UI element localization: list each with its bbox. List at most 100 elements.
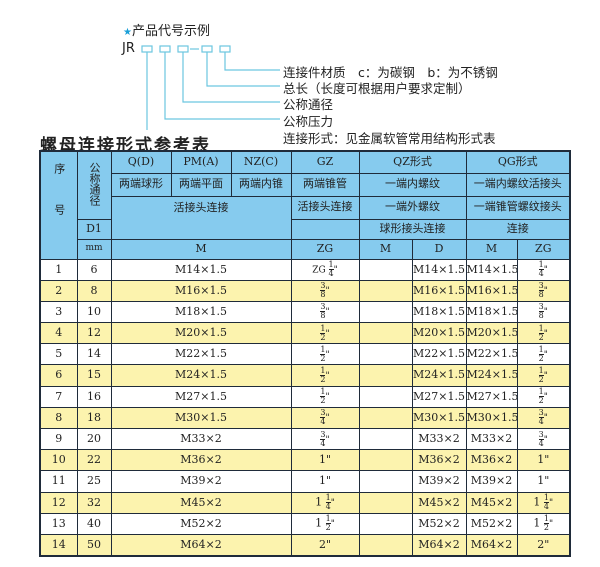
cell-qg-zg: 3 8 " bbox=[516, 279, 571, 302]
cell-dn: 8 bbox=[76, 279, 112, 302]
table-row: 7 16 M27×1.5 1 2 " M27×1.5 M27×1.5 1 2 " bbox=[39, 385, 571, 408]
cell-zg: 1 2 " bbox=[290, 364, 360, 387]
cell-qg-zg: 3 4 " bbox=[516, 406, 571, 430]
cell-dn: 10 bbox=[76, 300, 112, 324]
header-unit: M bbox=[358, 238, 413, 260]
table-row: 2 8 M16×1.5 3 8 " M16×1.5 M16×1.5 3 8 " bbox=[39, 279, 571, 302]
cell-qz-d: M27×1.5 bbox=[411, 385, 467, 408]
table-row: 1 6 M14×1.5 ZG 1 4 " M14×1.5 M14×1.5 1 4 " bbox=[39, 258, 571, 281]
cell-qz-m bbox=[358, 300, 413, 324]
cell-m: M39×2 bbox=[110, 470, 292, 493]
cell-no: 8 bbox=[39, 406, 78, 430]
cell-qz-d: M45×2 bbox=[411, 491, 467, 514]
cell-zg: 1 2 " bbox=[290, 385, 360, 408]
code-box bbox=[219, 45, 231, 53]
cell-no: 7 bbox=[39, 385, 78, 408]
cell-dn: 18 bbox=[76, 406, 112, 430]
legend-label-pressure: 公称压力 bbox=[283, 114, 334, 129]
cell-qz-m bbox=[358, 279, 413, 302]
legend-heading-text: 产品代号示例 bbox=[131, 24, 210, 39]
cell-dn: 20 bbox=[76, 427, 112, 451]
cell-zg: 1" bbox=[290, 470, 360, 493]
header-unit: ZG bbox=[516, 238, 571, 260]
cell-m: M14×1.5 bbox=[110, 258, 292, 281]
table-row: 4 12 M20×1.5 1 2 " M20×1.5 M20×1.5 1 2 " bbox=[39, 322, 571, 345]
cell-m: M30×1.5 bbox=[110, 406, 292, 430]
header-mm: mm bbox=[76, 238, 112, 260]
cell-m: M52×2 bbox=[110, 512, 292, 535]
table-row: 9 20 M33×2 3 4 " M33×2 M33×2 3 4 " bbox=[39, 427, 571, 451]
cell-no: 13 bbox=[39, 512, 78, 535]
code-box bbox=[141, 45, 153, 53]
cell-zg: 3 8 " bbox=[290, 279, 360, 302]
cell-zg: 1 1 2 " bbox=[290, 512, 360, 535]
cell-m: M22×1.5 bbox=[110, 343, 292, 366]
cell-qg-zg: 1 1 4 " bbox=[516, 491, 571, 514]
table-row: 3 10 M18×1.5 3 8 " M18×1.5 M18×1.5 3 8 " bbox=[39, 300, 571, 324]
cell-zg: 1 2 " bbox=[290, 343, 360, 366]
table-row: 8 18 M30×1.5 3 4 " M30×1.5 M30×1.5 3 4 " bbox=[39, 406, 571, 430]
leader-line bbox=[182, 52, 280, 103]
leader-line bbox=[146, 52, 148, 130]
cell-dn: 32 bbox=[76, 491, 112, 514]
cell-qz-d: M39×2 bbox=[411, 470, 467, 493]
cell-no: 6 bbox=[39, 364, 78, 387]
cell-m: M16×1.5 bbox=[110, 279, 292, 302]
code-box bbox=[159, 45, 171, 53]
cell-zg: 1 2 " bbox=[290, 322, 360, 345]
cell-qg-zg: 2" bbox=[516, 533, 571, 557]
table-row: 5 14 M22×1.5 1 2 " M22×1.5 M22×1.5 1 2 " bbox=[39, 343, 571, 366]
cell-m: M27×1.5 bbox=[110, 385, 292, 408]
cell-qg-zg: 1 4 " bbox=[516, 258, 571, 281]
cell-dn: 15 bbox=[76, 364, 112, 387]
legend-heading: ★产品代号示例 bbox=[123, 20, 210, 39]
cell-qg-m: M24×1.5 bbox=[465, 364, 518, 387]
header-d1: D1 bbox=[76, 218, 112, 240]
cell-no: 11 bbox=[39, 470, 78, 493]
header-nominal: 公称通径 bbox=[76, 150, 112, 220]
cell-qg-m: M64×2 bbox=[465, 533, 518, 557]
cell-no: 12 bbox=[39, 491, 78, 514]
nut-connection-table: 序号 公称通径 Q(D) PM(A) NZ(C) GZ QZ形式 QG形式 两端… bbox=[39, 150, 572, 557]
cell-qz-m bbox=[358, 427, 413, 451]
cell-dn: 14 bbox=[76, 343, 112, 366]
cell-qz-d: M30×1.5 bbox=[411, 406, 467, 430]
cell-zg: 2" bbox=[290, 533, 360, 557]
cell-zg: 3 4 " bbox=[290, 427, 360, 451]
cell-qg-zg: 1 2 " bbox=[516, 343, 571, 366]
cell-qg-zg: 1" bbox=[516, 449, 571, 472]
cell-m: M24×1.5 bbox=[110, 364, 292, 387]
cell-m: M36×2 bbox=[110, 449, 292, 472]
header-nominal-text: 公称通径 bbox=[88, 161, 102, 206]
header-conn: 连接 bbox=[465, 218, 571, 240]
table-row: 6 15 M24×1.5 1 2 " M24×1.5 M24×1.5 1 2 " bbox=[39, 364, 571, 387]
cell-m: M64×2 bbox=[110, 533, 292, 557]
cell-zg: 3 4 " bbox=[290, 406, 360, 430]
cell-qg-m: M22×1.5 bbox=[465, 343, 518, 366]
header-conn: 球形接头连接 bbox=[358, 218, 467, 240]
cell-qz-d: M18×1.5 bbox=[411, 300, 467, 324]
cell-qz-d: M24×1.5 bbox=[411, 364, 467, 387]
cell-zg: 1 1 4 " bbox=[290, 491, 360, 514]
leader-line bbox=[164, 52, 280, 120]
product-code-diagram bbox=[141, 45, 280, 130]
header-unit: D bbox=[411, 238, 467, 260]
header-desc: 一端内螺纹活接头 bbox=[465, 172, 571, 197]
table-row: 14 50 M64×2 2" M64×2 M64×2 2" bbox=[39, 533, 571, 557]
cell-no: 4 bbox=[39, 322, 78, 345]
cell-qg-m: M33×2 bbox=[465, 427, 518, 451]
code-prefix: JR bbox=[122, 41, 135, 56]
cell-qz-d: M64×2 bbox=[411, 533, 467, 557]
header-type: PM(A) bbox=[170, 150, 232, 174]
